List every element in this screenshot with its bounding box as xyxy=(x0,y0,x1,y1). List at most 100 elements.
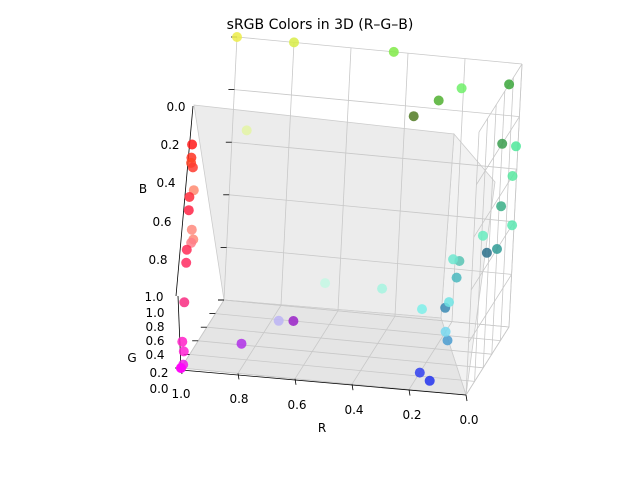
y-tick-label: 0.6 xyxy=(145,334,164,348)
grid-line xyxy=(206,326,492,355)
grid-line xyxy=(476,116,520,185)
scatter-point xyxy=(181,257,192,268)
x-axis-label: R xyxy=(318,421,326,435)
grid-line xyxy=(223,299,510,328)
scatter-point xyxy=(477,230,488,241)
grid-line xyxy=(394,53,409,317)
x-tick-label: 0.8 xyxy=(229,392,248,406)
scatter-point xyxy=(442,335,453,346)
scatter-point xyxy=(187,162,198,173)
axis-ticks: 1.0 0.8 0.6 0.4 0.2 0.00.00.20.40.60.81.00.00… xyxy=(144,36,479,427)
grid-line xyxy=(351,315,396,385)
grid-line xyxy=(337,47,352,311)
x-tick-mark xyxy=(408,389,411,396)
grid-line xyxy=(226,247,512,275)
grid-line xyxy=(236,36,523,65)
scatter-point xyxy=(414,367,425,378)
z-tick-label: 0.4 xyxy=(156,176,175,190)
z-tick-label: 0.2 xyxy=(160,138,179,152)
scatter-point xyxy=(417,304,427,315)
grid-line xyxy=(223,36,238,301)
y-tick-label: 1.0 xyxy=(145,306,164,320)
grid-line xyxy=(231,141,517,170)
scatter-point xyxy=(273,315,284,326)
scatter-point xyxy=(492,244,502,254)
grid-line xyxy=(482,104,497,368)
x-tick-mark xyxy=(465,394,468,402)
y-tick-label: 0.0 xyxy=(149,382,168,396)
grid-line xyxy=(234,89,520,117)
grid-line xyxy=(468,274,512,343)
scatter-point xyxy=(408,111,419,122)
z-tick-label: 0.6 xyxy=(152,215,171,229)
scatter-point xyxy=(183,205,194,216)
scatter-point xyxy=(176,363,186,373)
scatter-point xyxy=(456,83,467,94)
y-tick-label: 0.4 xyxy=(145,348,164,362)
scatter-point xyxy=(511,141,521,152)
scatter-point xyxy=(440,326,451,337)
scatter-point xyxy=(497,138,508,149)
scatter-point xyxy=(504,79,515,90)
scatter-point xyxy=(433,95,444,106)
z-tick-label: 1.0 xyxy=(144,290,163,304)
grid-line xyxy=(491,91,506,355)
grid-line xyxy=(470,221,515,291)
grid-line xyxy=(294,310,339,380)
scatter-point xyxy=(496,201,507,212)
scatter-point xyxy=(184,192,195,202)
scatter-point xyxy=(424,375,435,386)
grid-line xyxy=(478,63,523,133)
x-tick-label: 0.4 xyxy=(344,403,363,417)
x-tick-label: 0.2 xyxy=(402,408,421,422)
scatter-point xyxy=(178,346,189,357)
z-tick-label: 0.8 xyxy=(148,253,167,267)
scatter-point xyxy=(507,220,518,231)
scatter-point xyxy=(241,125,252,136)
scatter-point xyxy=(288,316,299,326)
scatter-point xyxy=(232,32,242,42)
scatter-point xyxy=(388,46,399,57)
scatter-point xyxy=(236,338,247,349)
z-axis-line xyxy=(175,105,194,297)
x-tick-label: 0.0 xyxy=(459,413,478,427)
scatter-point xyxy=(177,336,188,347)
scatter-point xyxy=(186,224,197,235)
grid-line xyxy=(229,194,515,223)
y-tick-label: 0.2 xyxy=(149,366,168,380)
grid-line xyxy=(474,118,488,382)
scatter-point xyxy=(181,244,192,255)
grid-line xyxy=(500,77,514,341)
y-axis-line xyxy=(177,295,182,371)
scatter-point xyxy=(507,171,518,181)
scatter-point xyxy=(448,254,459,265)
x-tick-mark xyxy=(351,384,354,391)
x-tick-label: 1.0 xyxy=(171,387,190,401)
scatter-point xyxy=(179,297,190,308)
z-axis-label: B xyxy=(139,182,147,196)
scatter-point xyxy=(377,283,388,294)
x-tick-mark xyxy=(237,373,240,380)
x-tick-mark xyxy=(294,378,297,385)
grid-line xyxy=(465,131,480,396)
grid-line xyxy=(215,313,501,341)
scatter-point xyxy=(451,272,462,283)
x-axis-line xyxy=(180,369,467,396)
grid-line xyxy=(473,168,518,238)
grid-line xyxy=(237,305,282,374)
y-tick-label: 0.8 xyxy=(145,320,164,334)
scatter-points xyxy=(176,32,521,386)
y-axis-label: G xyxy=(127,351,136,365)
x-tick-label: 0.6 xyxy=(287,398,306,412)
grid-line xyxy=(508,63,523,328)
scatter-point xyxy=(320,278,331,289)
grid-line xyxy=(180,299,225,369)
scatter-point xyxy=(444,297,454,308)
grid-line xyxy=(280,42,295,306)
scatter-point xyxy=(187,139,198,150)
chart-title: sRGB Colors in 3D (R–G–B) xyxy=(227,17,414,33)
scatter-point xyxy=(481,247,492,258)
scatter-point xyxy=(289,37,299,48)
